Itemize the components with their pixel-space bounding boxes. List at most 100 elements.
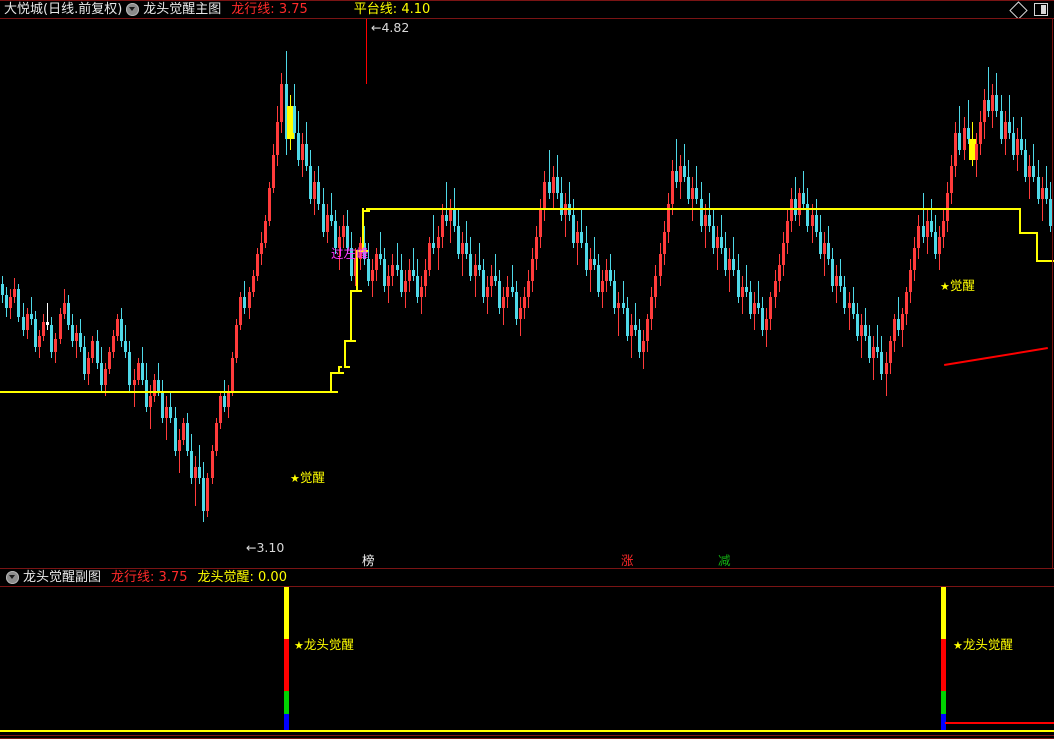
candle-body	[872, 346, 875, 358]
candle-wick	[158, 363, 159, 397]
candle-body	[30, 313, 33, 320]
platform-step	[338, 366, 342, 368]
candle-body	[864, 324, 867, 336]
candle-body	[453, 209, 456, 227]
candle-body	[769, 297, 772, 320]
candle-body	[969, 138, 977, 161]
candle-body	[761, 308, 764, 331]
candle-wick	[397, 242, 398, 276]
sub-indicator-name[interactable]: 龙头觉醒副图	[23, 570, 102, 585]
sub-baseline	[0, 730, 1054, 732]
candle-wick	[1042, 176, 1043, 221]
candle-body	[843, 286, 846, 309]
platform-step	[344, 366, 350, 368]
sub-red-level-line	[945, 722, 1054, 724]
candle-body	[848, 302, 851, 309]
candle-body	[383, 259, 386, 287]
sub-longxingxian-value: 3.75	[158, 570, 188, 585]
diamond-icon[interactable]	[1009, 1, 1028, 18]
star-icon: ★	[953, 639, 963, 652]
candle-wick	[446, 182, 447, 227]
candle-body	[165, 407, 168, 418]
candle-body	[1037, 176, 1040, 199]
candle-body	[120, 319, 123, 342]
platform-step-down	[1036, 260, 1054, 262]
candle-body	[157, 379, 160, 391]
candle-body	[50, 324, 53, 353]
candle-body	[585, 242, 588, 271]
candle-wick	[721, 215, 722, 254]
candle-body	[116, 319, 119, 336]
candle-wick	[125, 324, 126, 358]
candle-wick	[696, 165, 697, 205]
candle-wick	[692, 176, 693, 221]
candle-body	[667, 204, 670, 232]
sub-signal-label: ★龙头觉醒	[953, 638, 1013, 652]
candle-body	[1004, 122, 1007, 139]
candle-body	[461, 242, 464, 254]
candle-body	[552, 176, 555, 194]
candle-body	[334, 220, 337, 249]
candle-wick	[705, 204, 706, 249]
candle-body	[182, 423, 185, 440]
candle-wick	[577, 220, 578, 265]
split-panel-icon[interactable]	[1034, 3, 1048, 16]
candle-body	[412, 270, 415, 276]
candle-body	[1, 283, 4, 295]
candle-body	[720, 237, 723, 249]
platform-riser	[344, 340, 346, 366]
candle-body	[235, 324, 238, 358]
candle-body	[539, 209, 542, 238]
candle-body	[1016, 138, 1019, 155]
candle-body	[9, 297, 12, 309]
candle-wick	[565, 193, 566, 238]
candle-body	[239, 297, 242, 325]
sub-chart-header: 龙头觉醒副图 龙行线: 3.75 龙头觉醒: 0.00	[0, 568, 1054, 587]
candle-body	[174, 417, 177, 451]
candle-wick	[923, 193, 924, 243]
candle-wick	[134, 368, 135, 408]
main-plot-area[interactable]: ←4.82 ←3.10 过左峰 ★觉醒 ★觉醒榜涨减	[0, 19, 1054, 568]
candle-body	[580, 231, 583, 243]
candle-body	[169, 407, 172, 418]
candle-body	[145, 379, 148, 408]
candle-body	[958, 133, 961, 150]
arrow-icon: ←	[246, 540, 257, 555]
sub-signal-text: 龙头觉醒	[962, 637, 1013, 652]
main-indicator-name[interactable]: 龙头觉醒主图	[143, 2, 222, 17]
chevron-down-circle-icon[interactable]	[126, 3, 140, 16]
candle-wick	[959, 105, 960, 155]
candle-wick	[631, 313, 632, 358]
candle-body	[1012, 133, 1015, 155]
chevron-down-circle-icon-sub[interactable]	[6, 571, 19, 584]
candle-body	[375, 253, 378, 271]
candle-body	[724, 248, 727, 271]
candle-body	[1032, 165, 1035, 177]
candle-wick	[849, 291, 850, 331]
stock-title: 大悦城(日线.前复权)	[4, 2, 123, 17]
candle-body	[490, 275, 493, 287]
candle-wick	[224, 379, 225, 413]
candle-body	[691, 187, 694, 199]
candle-body	[326, 215, 329, 232]
platform-step-down	[1019, 232, 1036, 234]
candle-body	[223, 396, 226, 408]
candle-wick	[590, 248, 591, 292]
sub-plot-area[interactable]: ★龙头觉醒 ★龙头觉醒	[0, 587, 1054, 739]
candle-wick	[557, 155, 558, 199]
candle-wick	[623, 281, 624, 314]
candle-body	[297, 133, 300, 161]
candle-body	[806, 204, 809, 227]
candle-body	[149, 396, 152, 408]
candle-wick	[1033, 144, 1034, 183]
candle-body	[663, 231, 666, 254]
candle-body	[211, 450, 214, 479]
candle-wick	[179, 428, 180, 473]
candle-wick	[758, 281, 759, 314]
candle-body	[46, 322, 49, 325]
candle-body	[75, 333, 78, 342]
main-chart-panel: 大悦城(日线.前复权) 龙头觉醒主图 龙行线: 3.75 平台线: 4.10 ←4.8…	[0, 0, 1054, 568]
sub-bottom-rule	[0, 735, 1054, 736]
candle-body	[753, 302, 756, 314]
